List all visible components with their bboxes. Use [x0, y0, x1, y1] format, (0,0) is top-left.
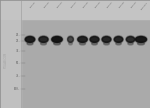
- Ellipse shape: [135, 36, 147, 43]
- Ellipse shape: [80, 42, 85, 45]
- Ellipse shape: [25, 36, 35, 43]
- Ellipse shape: [102, 37, 111, 42]
- Text: tissue6: tissue6: [94, 1, 101, 8]
- Text: PTGLAB.COM: PTGLAB.COM: [4, 51, 8, 68]
- Ellipse shape: [51, 36, 63, 43]
- Text: 20-: 20-: [15, 33, 20, 37]
- Ellipse shape: [78, 37, 87, 42]
- Ellipse shape: [114, 36, 123, 43]
- Text: 75-: 75-: [15, 74, 20, 78]
- Text: 50-: 50-: [15, 61, 20, 65]
- Text: 37-: 37-: [15, 49, 20, 53]
- Ellipse shape: [39, 37, 48, 42]
- Text: tissue2: tissue2: [44, 1, 50, 8]
- Ellipse shape: [128, 42, 133, 45]
- Ellipse shape: [90, 37, 99, 42]
- Ellipse shape: [68, 37, 73, 42]
- Text: tissue3: tissue3: [57, 1, 63, 8]
- Ellipse shape: [25, 37, 35, 42]
- Text: tissue5: tissue5: [82, 1, 89, 8]
- Ellipse shape: [67, 36, 74, 43]
- Ellipse shape: [116, 42, 121, 45]
- Bar: [0, 0, 150, 19]
- Ellipse shape: [90, 36, 99, 43]
- Ellipse shape: [102, 36, 111, 43]
- Bar: [0, 0, 21, 108]
- Ellipse shape: [104, 42, 109, 45]
- Text: 25-: 25-: [15, 39, 20, 43]
- Ellipse shape: [126, 37, 135, 42]
- Ellipse shape: [27, 42, 33, 45]
- Ellipse shape: [69, 42, 72, 45]
- Text: tissue4: tissue4: [70, 1, 77, 8]
- Text: tissue9: tissue9: [130, 1, 137, 8]
- Ellipse shape: [126, 36, 135, 43]
- Ellipse shape: [54, 42, 60, 45]
- Text: tissue8: tissue8: [118, 1, 125, 8]
- Ellipse shape: [52, 37, 62, 42]
- Ellipse shape: [77, 36, 88, 43]
- Ellipse shape: [38, 36, 49, 43]
- Text: tissue10: tissue10: [141, 1, 148, 10]
- Ellipse shape: [136, 37, 146, 42]
- Text: tissue7: tissue7: [106, 1, 113, 8]
- Text: tissue1: tissue1: [30, 1, 36, 8]
- Text: 100-: 100-: [14, 87, 20, 91]
- Ellipse shape: [92, 42, 97, 45]
- Ellipse shape: [114, 37, 123, 42]
- Ellipse shape: [138, 42, 144, 45]
- Ellipse shape: [40, 42, 46, 45]
